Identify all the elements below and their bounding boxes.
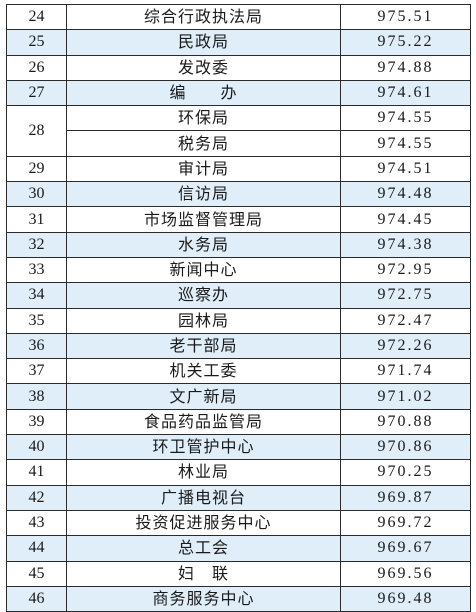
unit-name-cell: 机关工委: [66, 358, 341, 385]
score-cell: 970.25: [340, 459, 471, 486]
score-cell: 972.75: [340, 282, 471, 309]
score-cell: 972.47: [340, 307, 471, 334]
table-row: 44 总工会 969.67: [6, 535, 471, 562]
unit-name-cell: 发改委: [66, 54, 341, 81]
rank-cell: 44: [6, 535, 67, 562]
table-row: 45 妇 联 969.56: [6, 560, 471, 587]
rank-cell: 36: [6, 332, 67, 360]
rank-cell: 30: [6, 181, 67, 208]
score-cell: 975.51: [340, 3, 471, 31]
unit-name-cell: 林业局: [66, 459, 341, 486]
unit-name-cell: 环卫管护中心: [66, 434, 341, 461]
unit-name-cell: 民政局: [66, 29, 341, 56]
score-cell: 974.61: [340, 79, 471, 107]
unit-name-cell: 税务局: [66, 130, 341, 157]
score-cell: 970.88: [340, 408, 471, 436]
score-cell: 975.22: [340, 29, 471, 56]
unit-name-cell: 老干部局: [66, 332, 341, 360]
score-cell: 969.87: [340, 484, 471, 511]
table-row: 37 机关工委 971.74: [6, 358, 471, 385]
score-cell: 970.86: [340, 434, 471, 461]
score-cell: 969.48: [340, 585, 471, 612]
rank-cell: 34: [6, 282, 67, 309]
rank-cell: 24: [6, 3, 67, 31]
unit-name-cell: 文广新局: [66, 383, 341, 410]
rank-cell: 38: [6, 383, 67, 410]
score-cell: 971.02: [340, 383, 471, 410]
unit-name-cell: 市场监督管理局: [66, 206, 341, 233]
rank-cell: 46: [6, 585, 67, 612]
table-row: 24 综合行政执法局 975.51: [6, 3, 471, 31]
rank-cell: 28: [6, 105, 67, 157]
score-cell: 974.48: [340, 181, 471, 208]
unit-name-cell: 广播电视台: [66, 484, 341, 511]
table-row: 42 广播电视台 969.87: [6, 484, 471, 511]
rank-cell: 37: [6, 358, 67, 385]
table-row: 33 新闻中心 972.95: [6, 256, 471, 284]
unit-name-cell: 商务服务中心: [66, 585, 341, 612]
ranking-table: 24 综合行政执法局 975.51 25 民政局 975.22 26 发改委 974.88 27 编…: [6, 3, 471, 612]
score-cell: 972.26: [340, 332, 471, 360]
unit-name-cell: 总工会: [66, 535, 341, 562]
score-cell: 974.55: [340, 105, 471, 132]
unit-name-cell: 妇 联: [66, 560, 341, 587]
score-cell: 969.72: [340, 509, 471, 537]
rank-cell: 32: [6, 231, 67, 258]
rank-cell: 43: [6, 509, 67, 537]
score-cell: 974.51: [340, 155, 471, 183]
rank-cell: 31: [6, 206, 67, 233]
table-row: 31 市场监督管理局 974.45: [6, 206, 471, 233]
rank-cell: 41: [6, 459, 67, 486]
table-row: 28 环保局 974.55: [6, 105, 471, 157]
table-row: 36 老干部局 972.26: [6, 332, 471, 360]
score-cell: 972.95: [340, 256, 471, 284]
score-cell: 974.55: [340, 130, 471, 157]
table-row: 32 水务局 974.38: [6, 231, 471, 258]
table-row: 35 园林局 972.47: [6, 307, 471, 334]
unit-name-cell: 审计局: [66, 155, 341, 183]
table-row: 40 环卫管护中心 970.86: [6, 434, 471, 461]
table-row: 26 发改委 974.88: [6, 54, 471, 81]
table-row: 39 食品药品监管局 970.88: [6, 408, 471, 436]
table-row: 25 民政局 975.22: [6, 29, 471, 56]
unit-name-cell: 投资促进服务中心: [66, 509, 341, 537]
unit-name-cell: 信访局: [66, 181, 341, 208]
rank-cell: 45: [6, 560, 67, 587]
unit-name-cell: 综合行政执法局: [66, 3, 341, 31]
score-cell: 969.56: [340, 560, 471, 587]
table-row: 43 投资促进服务中心 969.72: [6, 509, 471, 537]
unit-name-cell: 水务局: [66, 231, 341, 258]
rank-cell: 26: [6, 54, 67, 81]
unit-name-cell: 园林局: [66, 307, 341, 334]
unit-name-cell: 编 办: [66, 79, 341, 107]
unit-name-cell: 环保局: [66, 105, 341, 132]
unit-name-cell: 食品药品监管局: [66, 408, 341, 436]
table-row: 46 商务服务中心 969.48: [6, 585, 471, 612]
table-row: 38 文广新局 971.02: [6, 383, 471, 410]
table-row: 税务局 974.55: [7, 130, 471, 157]
table-row: 27 编 办 974.61: [6, 79, 471, 107]
rank-cell: 33: [6, 256, 67, 284]
rank-cell: 25: [6, 29, 67, 56]
rank-cell: 27: [6, 79, 67, 107]
table-row: 29 审计局 974.51: [6, 155, 471, 183]
rank-cell: 40: [6, 434, 67, 461]
table-row: 41 林业局 970.25: [6, 459, 471, 486]
table-row: 30 信访局 974.48: [6, 181, 471, 208]
ranking-table-body: 24 综合行政执法局 975.51 25 民政局 975.22 26 发改委 974.88 27 编…: [6, 3, 471, 612]
rank-cell: 35: [6, 307, 67, 334]
rank-cell: 42: [6, 484, 67, 511]
score-cell: 974.38: [340, 231, 471, 258]
score-cell: 974.45: [340, 206, 471, 233]
table-row: 34 巡察办 972.75: [6, 282, 471, 309]
rank-cell: 29: [6, 155, 67, 183]
score-cell: 974.88: [340, 54, 471, 81]
score-cell: 969.67: [340, 535, 471, 562]
ranking-table-container: 24 综合行政执法局 975.51 25 民政局 975.22 26 发改委 974.88 27 编…: [6, 3, 471, 612]
unit-name-cell: 新闻中心: [66, 256, 341, 284]
unit-name-cell: 巡察办: [66, 282, 341, 309]
score-cell: 971.74: [340, 358, 471, 385]
rank-cell: 39: [6, 408, 67, 436]
